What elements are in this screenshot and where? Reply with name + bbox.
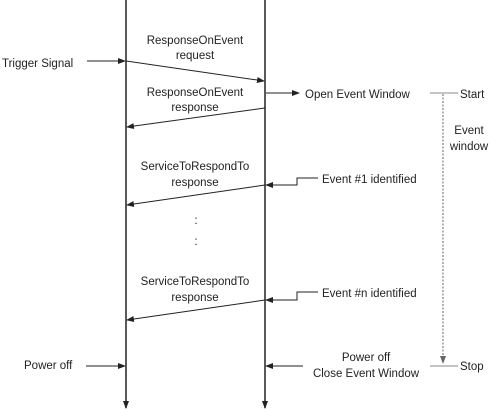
ellipsis-dots-1: : <box>194 215 197 227</box>
service1-label-line2: response <box>171 177 218 189</box>
open-event-window-label: Open Event Window <box>305 89 411 101</box>
eventn-arrow <box>265 291 318 303</box>
power-off-left-label: Power off <box>24 360 73 372</box>
request-arrow <box>125 60 265 83</box>
trigger-signal-label: Trigger Signal <box>2 58 73 70</box>
servicen-arrow <box>126 299 266 322</box>
event-window-label-line1: Event <box>454 125 484 137</box>
response-arrow <box>126 107 266 130</box>
event1-identified-label: Event #1 identified <box>322 174 417 186</box>
event1-arrow <box>265 177 318 188</box>
start-label: Start <box>460 89 485 101</box>
response-label-line1: ResponseOnEvent <box>147 87 244 99</box>
servicen-label-line2: response <box>171 292 218 304</box>
eventn-identified-label: Event #n identified <box>322 288 417 300</box>
ellipsis-dots-2: : <box>194 236 197 248</box>
request-label-line1: ResponseOnEvent <box>147 35 244 47</box>
request-label-line2: request <box>176 50 215 62</box>
event-window-label-line2: window <box>449 141 489 153</box>
service1-arrow <box>126 184 266 207</box>
response-label-line2: response <box>171 102 218 114</box>
power-off-right-label: Power off <box>342 352 391 364</box>
servicen-label-line1: ServiceToRespondTo <box>141 276 250 288</box>
service1-label-line1: ServiceToRespondTo <box>141 161 250 173</box>
stop-label: Stop <box>460 361 484 373</box>
close-event-window-label: Close Event Window <box>313 368 420 380</box>
